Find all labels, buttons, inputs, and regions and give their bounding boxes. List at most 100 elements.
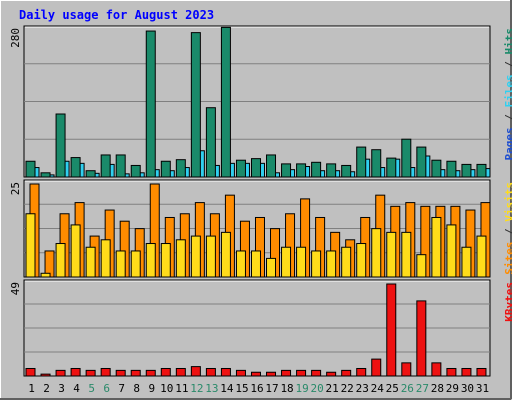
bar-hits-day-22 bbox=[341, 164, 352, 178]
legend-visits: Visits bbox=[503, 182, 512, 222]
bar-visits-day-27 bbox=[416, 254, 427, 278]
bar-kbytes-day-9 bbox=[145, 369, 156, 377]
x-tick-day-14: 14 bbox=[220, 382, 234, 395]
x-tick-day-10: 10 bbox=[160, 382, 173, 395]
legend-hits: Hits bbox=[503, 28, 512, 55]
bar-visits-day-6 bbox=[100, 239, 111, 278]
bar-kbytes-day-5 bbox=[85, 369, 96, 377]
bar-kbytes-day-31 bbox=[476, 367, 487, 377]
legend-kbytes: KBytes bbox=[503, 282, 512, 322]
bar-hits-day-19 bbox=[296, 163, 307, 178]
bar-hits-day-4 bbox=[70, 157, 81, 178]
x-tick-day-9: 9 bbox=[148, 382, 155, 395]
bar-kbytes-day-19 bbox=[296, 369, 307, 377]
bar-visits-day-4 bbox=[70, 224, 81, 278]
bar-kbytes-day-29 bbox=[446, 367, 457, 377]
bar-hits-day-8 bbox=[130, 164, 141, 178]
bar-kbytes-day-23 bbox=[356, 367, 367, 377]
axis-max-label: 280 bbox=[9, 28, 22, 48]
bar-visits-day-15 bbox=[235, 250, 246, 278]
bar-kbytes-day-3 bbox=[55, 369, 66, 377]
bar-visits-day-14 bbox=[220, 231, 231, 278]
panel-bottom: 49 KBytes bbox=[9, 279, 512, 377]
bar-hits-day-12 bbox=[190, 32, 201, 178]
bar-visits-day-24 bbox=[371, 228, 382, 278]
legend-separator: / bbox=[503, 55, 512, 75]
bar-hits-day-30 bbox=[461, 163, 472, 178]
bar-kbytes-day-6 bbox=[100, 367, 111, 377]
bar-hits-day-20 bbox=[311, 161, 322, 178]
bar-hits-day-28 bbox=[431, 159, 442, 178]
x-tick-day-11: 11 bbox=[175, 382, 188, 395]
side-legend-top: Pages / Files / Hits bbox=[503, 28, 512, 161]
bar-visits-day-31 bbox=[476, 235, 487, 278]
bar-visits-day-17 bbox=[266, 257, 277, 278]
bar-visits-day-2 bbox=[40, 272, 51, 278]
bar-kbytes-day-21 bbox=[326, 371, 337, 377]
bar-kbytes-day-2 bbox=[40, 373, 51, 377]
x-axis-labels: 1 2 3 4 5 6 7 8 9 10 11 12 13 14 15 16 17 18 19 20 21 22 23 24 2… bbox=[28, 382, 489, 395]
bar-kbytes-day-25 bbox=[386, 283, 397, 377]
bar-kbytes-day-1 bbox=[25, 367, 36, 377]
bar-kbytes-day-30 bbox=[461, 367, 472, 377]
bar-visits-day-13 bbox=[205, 235, 216, 278]
bar-kbytes-day-20 bbox=[311, 369, 322, 377]
bar-hits-day-6 bbox=[100, 154, 111, 178]
bar-visits-day-7 bbox=[115, 250, 126, 278]
bar-visits-day-23 bbox=[356, 243, 367, 278]
bar-kbytes-day-27 bbox=[416, 300, 427, 377]
x-tick-day-24: 24 bbox=[371, 382, 385, 395]
bar-hits-day-7 bbox=[115, 154, 126, 178]
bar-visits-day-16 bbox=[250, 250, 261, 278]
side-legend-bottom: KBytes bbox=[503, 282, 512, 322]
panel-top: 280 Pages / Files / Hits bbox=[9, 25, 512, 178]
x-tick-day-3: 3 bbox=[58, 382, 65, 395]
bar-hits-day-27 bbox=[416, 146, 427, 178]
bar-visits-day-30 bbox=[461, 246, 472, 278]
bar-kbytes-day-18 bbox=[281, 369, 292, 377]
bar-hits-day-21 bbox=[326, 163, 337, 178]
x-tick-day-16: 16 bbox=[250, 382, 263, 395]
x-tick-day-15: 15 bbox=[235, 382, 248, 395]
bar-kbytes-day-22 bbox=[341, 369, 352, 377]
bar-kbytes-day-10 bbox=[160, 367, 171, 377]
bar-hits-day-23 bbox=[356, 146, 367, 178]
bar-kbytes-day-4 bbox=[70, 367, 81, 377]
bar-visits-day-26 bbox=[401, 231, 412, 278]
bar-visits-day-5 bbox=[85, 246, 96, 278]
bar-hits-day-15 bbox=[235, 159, 246, 178]
bar-visits-day-18 bbox=[281, 246, 292, 278]
legend-pages: Pages bbox=[503, 127, 512, 160]
bar-visits-day-3 bbox=[55, 243, 66, 278]
bar-kbytes-day-14 bbox=[220, 367, 231, 377]
x-tick-day-5: 5 bbox=[88, 382, 95, 395]
bar-hits-day-1 bbox=[25, 160, 36, 178]
chart-title: Daily usage for August 2023 bbox=[19, 8, 214, 22]
axis-max-label: 25 bbox=[9, 182, 22, 195]
x-tick-day-19: 19 bbox=[295, 382, 308, 395]
bar-kbytes-day-28 bbox=[431, 362, 442, 377]
bar-kbytes-day-16 bbox=[250, 371, 261, 377]
x-tick-day-7: 7 bbox=[118, 382, 125, 395]
bar-hits-day-13 bbox=[205, 107, 216, 178]
bar-kbytes-day-13 bbox=[205, 367, 216, 377]
bar-kbytes-day-12 bbox=[190, 366, 201, 377]
bar-visits-day-11 bbox=[175, 239, 186, 278]
bar-hits-day-5 bbox=[85, 170, 96, 178]
bar-hits-day-11 bbox=[175, 159, 186, 178]
x-tick-day-1: 1 bbox=[28, 382, 35, 395]
bar-kbytes-day-11 bbox=[175, 367, 186, 377]
bar-hits-day-16 bbox=[250, 158, 261, 178]
bar-hits-day-31 bbox=[476, 163, 487, 178]
bar-hits-day-29 bbox=[446, 160, 457, 178]
x-tick-day-20: 20 bbox=[311, 382, 324, 395]
x-tick-day-23: 23 bbox=[356, 382, 369, 395]
x-tick-day-6: 6 bbox=[103, 382, 110, 395]
bar-hits-day-14 bbox=[220, 26, 231, 178]
legend-separator: / bbox=[503, 108, 512, 128]
bar-hits-day-3 bbox=[55, 113, 66, 178]
bar-kbytes-day-17 bbox=[266, 371, 277, 377]
bar-kbytes-day-24 bbox=[371, 358, 382, 377]
x-tick-day-29: 29 bbox=[446, 382, 459, 395]
